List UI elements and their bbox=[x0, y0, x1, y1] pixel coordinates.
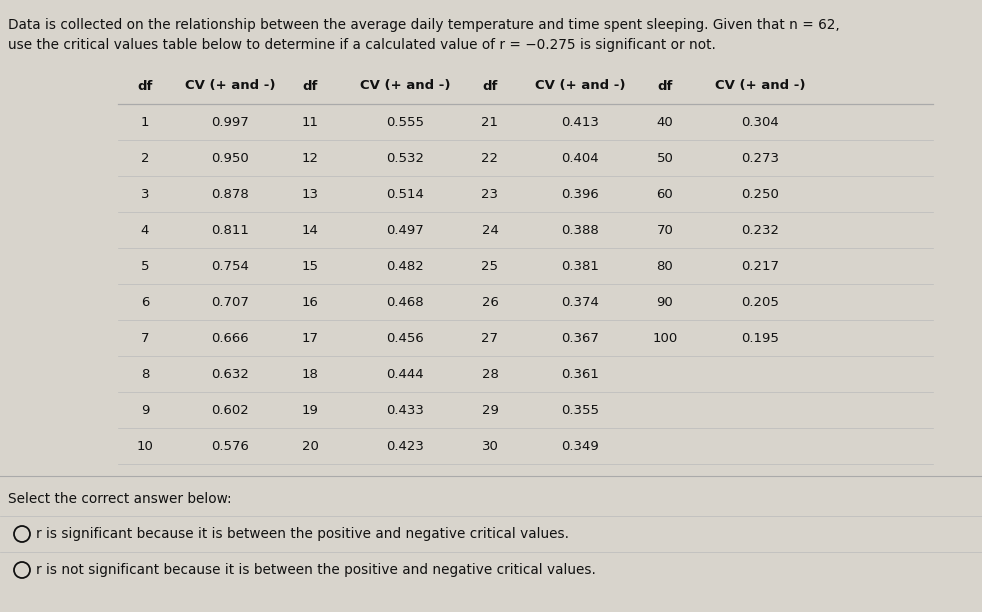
Text: Data is collected on the relationship between the average daily temperature and : Data is collected on the relationship be… bbox=[8, 18, 840, 32]
Text: 5: 5 bbox=[140, 259, 149, 272]
Text: 10: 10 bbox=[136, 439, 153, 452]
Text: CV (+ and -): CV (+ and -) bbox=[715, 80, 805, 92]
Text: 0.388: 0.388 bbox=[561, 223, 599, 236]
Text: CV (+ and -): CV (+ and -) bbox=[535, 80, 626, 92]
Text: 9: 9 bbox=[140, 403, 149, 417]
Text: 0.950: 0.950 bbox=[211, 152, 248, 165]
Text: use the critical values table below to determine if a calculated value of r = −0: use the critical values table below to d… bbox=[8, 38, 716, 52]
Text: 18: 18 bbox=[301, 367, 318, 381]
Text: 0.304: 0.304 bbox=[741, 116, 779, 129]
Text: 0.997: 0.997 bbox=[211, 116, 248, 129]
Text: CV (+ and -): CV (+ and -) bbox=[359, 80, 451, 92]
Text: 50: 50 bbox=[657, 152, 674, 165]
Text: Select the correct answer below:: Select the correct answer below: bbox=[8, 492, 232, 506]
Text: 22: 22 bbox=[481, 152, 499, 165]
Text: 100: 100 bbox=[652, 332, 678, 345]
Text: 0.396: 0.396 bbox=[561, 187, 599, 201]
Text: 29: 29 bbox=[481, 403, 499, 417]
Text: df: df bbox=[482, 80, 498, 92]
Text: 40: 40 bbox=[657, 116, 674, 129]
Text: 0.413: 0.413 bbox=[561, 116, 599, 129]
Text: 14: 14 bbox=[301, 223, 318, 236]
Text: 0.456: 0.456 bbox=[386, 332, 424, 345]
Text: 0.217: 0.217 bbox=[741, 259, 779, 272]
Text: 0.632: 0.632 bbox=[211, 367, 249, 381]
Text: 8: 8 bbox=[140, 367, 149, 381]
Text: r is not significant because it is between the positive and negative critical va: r is not significant because it is betwe… bbox=[36, 563, 596, 577]
Text: 23: 23 bbox=[481, 187, 499, 201]
Text: 13: 13 bbox=[301, 187, 318, 201]
Text: 90: 90 bbox=[657, 296, 674, 308]
Text: 70: 70 bbox=[657, 223, 674, 236]
Text: df: df bbox=[657, 80, 673, 92]
Text: 0.374: 0.374 bbox=[561, 296, 599, 308]
Text: 0.707: 0.707 bbox=[211, 296, 249, 308]
Text: 0.754: 0.754 bbox=[211, 259, 249, 272]
Text: 26: 26 bbox=[481, 296, 499, 308]
Text: 0.878: 0.878 bbox=[211, 187, 248, 201]
Text: 0.349: 0.349 bbox=[561, 439, 599, 452]
Text: 4: 4 bbox=[140, 223, 149, 236]
Text: 30: 30 bbox=[481, 439, 499, 452]
Text: CV (+ and -): CV (+ and -) bbox=[185, 80, 275, 92]
Text: 0.404: 0.404 bbox=[561, 152, 599, 165]
Text: 6: 6 bbox=[140, 296, 149, 308]
Text: 24: 24 bbox=[481, 223, 499, 236]
Text: 15: 15 bbox=[301, 259, 318, 272]
Text: 17: 17 bbox=[301, 332, 318, 345]
Text: 0.666: 0.666 bbox=[211, 332, 248, 345]
Text: 0.811: 0.811 bbox=[211, 223, 249, 236]
Text: 2: 2 bbox=[140, 152, 149, 165]
Text: 0.497: 0.497 bbox=[386, 223, 424, 236]
Text: 80: 80 bbox=[657, 259, 674, 272]
Text: 0.361: 0.361 bbox=[561, 367, 599, 381]
Text: df: df bbox=[302, 80, 318, 92]
Text: 0.602: 0.602 bbox=[211, 403, 248, 417]
Text: 0.273: 0.273 bbox=[741, 152, 779, 165]
Text: 0.195: 0.195 bbox=[741, 332, 779, 345]
Text: df: df bbox=[137, 80, 152, 92]
Text: 0.444: 0.444 bbox=[386, 367, 424, 381]
Text: 27: 27 bbox=[481, 332, 499, 345]
Text: 19: 19 bbox=[301, 403, 318, 417]
Text: 11: 11 bbox=[301, 116, 318, 129]
Text: 1: 1 bbox=[140, 116, 149, 129]
Text: 21: 21 bbox=[481, 116, 499, 129]
Text: 0.468: 0.468 bbox=[386, 296, 424, 308]
Text: 3: 3 bbox=[140, 187, 149, 201]
Text: 0.250: 0.250 bbox=[741, 187, 779, 201]
Text: 16: 16 bbox=[301, 296, 318, 308]
Text: 0.355: 0.355 bbox=[561, 403, 599, 417]
Text: 0.381: 0.381 bbox=[561, 259, 599, 272]
Text: 28: 28 bbox=[481, 367, 499, 381]
Text: 20: 20 bbox=[301, 439, 318, 452]
Text: 25: 25 bbox=[481, 259, 499, 272]
Text: 0.555: 0.555 bbox=[386, 116, 424, 129]
Text: 7: 7 bbox=[140, 332, 149, 345]
Text: 0.423: 0.423 bbox=[386, 439, 424, 452]
Text: 0.232: 0.232 bbox=[741, 223, 779, 236]
Text: 0.482: 0.482 bbox=[386, 259, 424, 272]
Text: 60: 60 bbox=[657, 187, 674, 201]
Text: 12: 12 bbox=[301, 152, 318, 165]
Text: r is significant because it is between the positive and negative critical values: r is significant because it is between t… bbox=[36, 527, 569, 541]
Text: 0.367: 0.367 bbox=[561, 332, 599, 345]
Text: 0.532: 0.532 bbox=[386, 152, 424, 165]
Text: 0.433: 0.433 bbox=[386, 403, 424, 417]
Text: 0.205: 0.205 bbox=[741, 296, 779, 308]
Text: 0.514: 0.514 bbox=[386, 187, 424, 201]
Text: 0.576: 0.576 bbox=[211, 439, 249, 452]
